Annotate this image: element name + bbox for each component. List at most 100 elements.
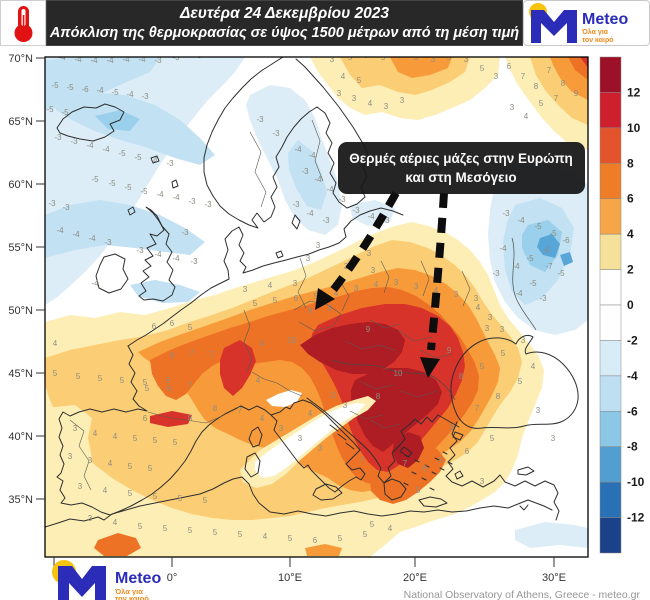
colorbar-label: 10: [627, 121, 641, 135]
anomaly-value: 4: [388, 524, 393, 533]
annotation-line2: και στη Μεσόγειο: [405, 170, 516, 185]
anomaly-value: -3: [352, 206, 360, 215]
anomaly-value: -4: [512, 262, 520, 271]
anomaly-value: 5: [188, 526, 193, 535]
anomaly-value: -4: [58, 53, 66, 62]
anomaly-value: -4: [74, 55, 82, 64]
anomaly-value: 6: [313, 536, 318, 545]
anomaly-value: -4: [367, 212, 375, 221]
anomaly-value: 3: [474, 294, 479, 303]
anomaly-value: 3: [68, 452, 73, 461]
colorbar-segment: [599, 127, 622, 164]
anomaly-value: -3: [292, 200, 300, 209]
anomaly-value: 6: [507, 62, 512, 71]
anomaly-value: 3: [293, 279, 298, 288]
anomaly-value: 4: [434, 286, 439, 295]
anomaly-value: 5: [480, 64, 485, 73]
anomaly-value: 3: [454, 290, 459, 299]
anomaly-value: 5: [120, 376, 125, 385]
anomaly-value: -4: [172, 254, 180, 263]
anomaly-value: 5: [439, 456, 444, 465]
anomaly-value: 9: [447, 346, 452, 355]
anomaly-value: 4: [260, 339, 265, 348]
anomaly-value: 3: [243, 285, 248, 294]
anomaly-value: 5: [328, 304, 333, 313]
longitude-axis: 0° 10°E 20°E 30°E: [53, 557, 566, 584]
anomaly-value: 8: [459, 372, 464, 381]
anomaly-value: 4: [53, 339, 58, 348]
anomaly-value: 3: [88, 514, 93, 523]
anomaly-value: 6: [170, 351, 175, 360]
lat-label: 60°N: [8, 179, 33, 191]
anomaly-value: -3: [104, 238, 112, 247]
anomaly-value: 8: [376, 392, 381, 401]
anomaly-value: 7: [238, 406, 243, 415]
anomaly-value: -4: [154, 250, 162, 259]
anomaly-value: -5: [46, 105, 54, 114]
anomaly-value: 7: [554, 94, 559, 103]
colorbar-segment: [599, 304, 622, 341]
colorbar-segment: [599, 56, 622, 93]
colorbar-label: 8: [627, 156, 634, 170]
lat-label: 65°N: [8, 116, 33, 128]
colorbar-legend: 12 10 8 6 4 2 0 -2 -4 -6 -8 -10 -12: [599, 56, 645, 554]
anomaly-value: -4: [122, 55, 130, 64]
anomaly-value: 3: [371, 266, 376, 275]
colorbar-label: 6: [627, 192, 634, 206]
anomaly-value: 10: [394, 369, 403, 378]
anomaly-value: 3: [551, 434, 556, 443]
anomaly-value: 6: [465, 447, 470, 456]
anomaly-value: 5: [133, 434, 138, 443]
anomaly-value: -5: [140, 187, 148, 196]
anomaly-value: 3: [78, 482, 83, 491]
anomaly-value: -3: [272, 129, 280, 138]
anomaly-value: 3: [352, 94, 357, 103]
anomaly-value: 3: [510, 103, 515, 112]
anomaly-value: 7: [360, 456, 365, 465]
thermometer-icon: [0, 0, 46, 46]
anomaly-value: -6: [81, 85, 89, 94]
anomaly-value-labels: -4 -4 -4 -4 -4 -4 -3 -3 -3-5 -5 -6 -4 -5 -4 -3-5 -5-3 -3…: [46, 51, 578, 545]
anomaly-value: -5: [549, 229, 557, 238]
anomaly-value: -5: [529, 279, 537, 288]
anomaly-value: -4: [156, 190, 164, 199]
anomaly-value: 5: [288, 534, 293, 543]
anomaly-value: 5: [166, 376, 171, 385]
colorbar-segment: [599, 411, 622, 447]
logo-m-icon: [58, 566, 106, 600]
colorbar-label: -8: [627, 440, 638, 454]
anomaly-value: 10: [288, 336, 297, 345]
anomaly-value: 5: [153, 492, 158, 501]
anomaly-value: 8: [496, 392, 501, 401]
logo-m-icon: [531, 10, 577, 43]
anomaly-value: 5: [145, 384, 150, 393]
anomaly-value: -5: [124, 183, 132, 192]
anomaly-value: -4: [314, 175, 322, 184]
colorbar-segment: [599, 198, 622, 235]
logo-tagline-2: τον καιρό: [115, 594, 149, 600]
annotation-box: Θερμές αέριες μάζες στην Ευρώπη και στη …: [338, 142, 585, 194]
annotation-line1: Θερμές αέριες μάζες στην Ευρώπη: [349, 151, 573, 166]
page-title: Δευτέρα 24 Δεκεμβρίου 2023: [179, 4, 390, 22]
anomaly-value: 4: [524, 112, 529, 121]
anomaly-value: 5: [447, 53, 452, 62]
colorbar-segment: [599, 92, 622, 129]
anomaly-value: -7: [545, 262, 553, 271]
anomaly-value: -4: [515, 289, 523, 298]
anomaly-value: 6: [308, 306, 313, 315]
anomaly-value: 6: [364, 51, 369, 60]
anomaly-value: -5: [526, 254, 534, 263]
anomaly-value: 7: [188, 381, 193, 390]
anomaly-value: 4: [476, 303, 481, 312]
anomaly-value: 6: [294, 294, 299, 303]
anomaly-value: 5: [357, 76, 362, 85]
anomaly-value: 4: [374, 280, 379, 289]
anomaly-value: -5: [108, 179, 116, 188]
anomaly-value: 4: [113, 518, 118, 527]
anomaly-value: 5: [539, 99, 544, 108]
anomaly-value: 5: [370, 520, 375, 529]
anomaly-value: 5: [173, 438, 178, 447]
anomaly-value: 3: [464, 55, 469, 64]
anomaly-value: 4: [256, 376, 261, 385]
anomaly-value: 3: [279, 424, 284, 433]
